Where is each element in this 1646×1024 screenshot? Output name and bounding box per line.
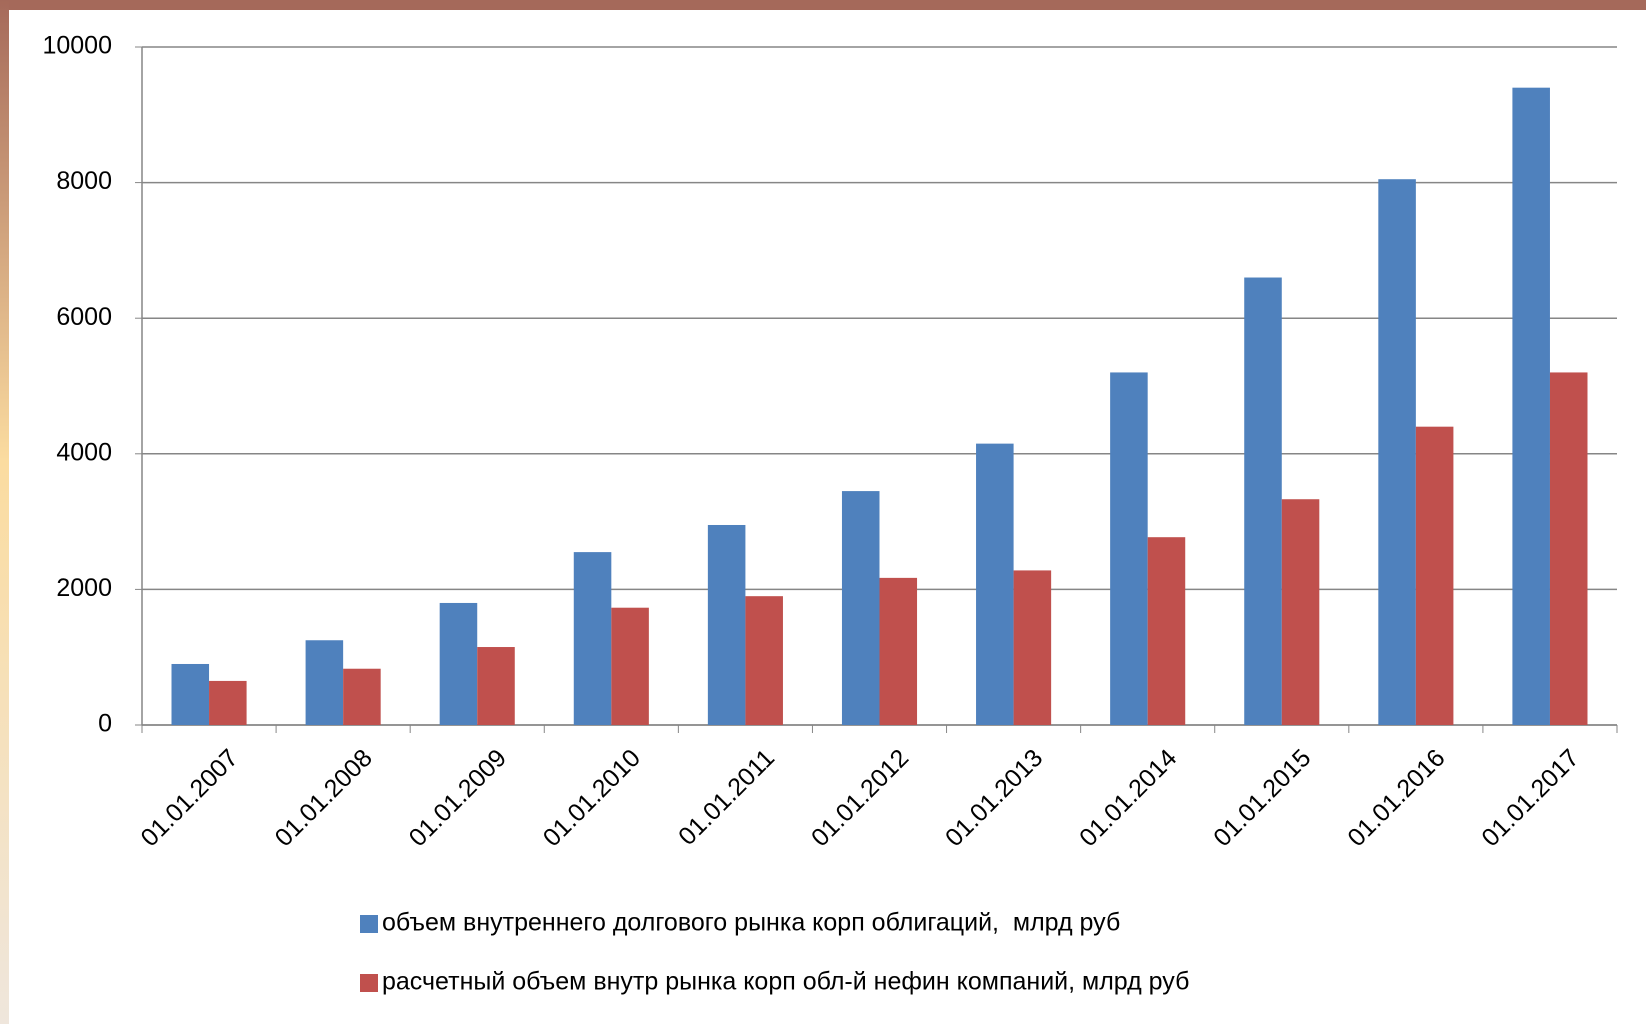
bar — [209, 680, 247, 725]
x-tick-label: 01.01.2013 — [940, 744, 1048, 852]
x-tick-label: 01.01.2008 — [270, 744, 378, 852]
bar — [477, 647, 515, 725]
x-tick-label: 01.01.2010 — [538, 744, 646, 852]
bar — [1549, 372, 1588, 725]
bar — [343, 668, 381, 725]
legend-swatch — [360, 974, 378, 992]
bar — [1013, 570, 1052, 725]
y-tick-label: 4000 — [56, 438, 112, 466]
top-border — [0, 0, 1646, 10]
bar — [611, 607, 649, 725]
y-tick-label: 2000 — [56, 574, 112, 602]
bar — [707, 524, 746, 725]
x-tick-label: 01.01.2011 — [673, 744, 780, 851]
x-tick-label: 01.01.2009 — [404, 744, 512, 852]
x-tick-label: 01.01.2014 — [1074, 744, 1182, 852]
bar — [841, 491, 880, 725]
bar — [879, 577, 918, 725]
x-tick-label: 01.01.2007 — [135, 744, 243, 852]
bar — [1147, 537, 1186, 725]
bar — [1378, 179, 1416, 725]
bar — [1512, 87, 1550, 726]
bar — [1415, 426, 1454, 725]
side-border — [0, 0, 9, 1024]
bar — [305, 640, 344, 725]
x-tick-label: 01.01.2015 — [1208, 744, 1316, 852]
bar — [976, 443, 1014, 725]
legend-label: расчетный объем внутр рынка корп обл-й н… — [382, 968, 1189, 996]
bar — [745, 596, 783, 725]
bar — [1281, 499, 1320, 725]
bar — [171, 663, 210, 725]
y-tick-label: 0 — [98, 710, 112, 738]
x-tick-label: 01.01.2012 — [806, 744, 914, 852]
bar — [1110, 372, 1148, 725]
x-tick-label: 01.01.2017 — [1476, 744, 1584, 852]
y-tick-label: 8000 — [56, 167, 112, 195]
bar — [573, 552, 612, 725]
legend-label: объем внутреннего долгового рынка корп о… — [382, 909, 1120, 937]
legend-swatch — [360, 915, 378, 933]
y-tick-label: 6000 — [56, 303, 112, 331]
x-tick-label: 01.01.2016 — [1342, 744, 1450, 852]
bar — [1244, 277, 1282, 725]
y-tick-label: 10000 — [42, 32, 112, 60]
bar — [439, 602, 478, 725]
